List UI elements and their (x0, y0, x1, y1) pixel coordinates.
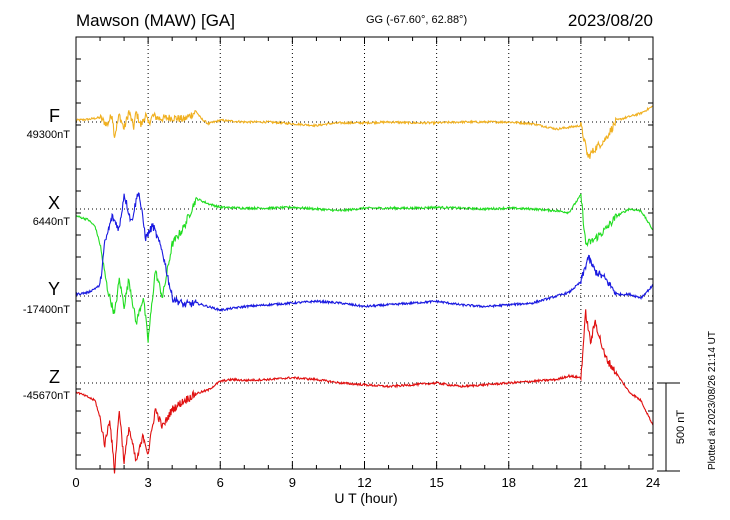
x-tick-label-9: 9 (289, 475, 296, 490)
scale-bar: 500 nT (657, 382, 687, 472)
series-baseline-f: 49300nT (26, 129, 70, 141)
x-tick-labels: 0 3 6 9 12 15 18 21 24 (72, 475, 660, 490)
series-line-x (75, 193, 654, 343)
x-tick-label-3: 3 (145, 475, 152, 490)
series-name-z: Z (49, 367, 60, 387)
x-axis-label: U T (hour) (334, 490, 397, 506)
series-name-y: Y (47, 279, 60, 299)
series-baseline-z: -45670nT (22, 390, 70, 402)
series-name-x: X (47, 193, 60, 213)
plotted-timestamp: Plotted at 2023/08/26 21:14 UT (707, 331, 718, 470)
x-tick-label-0: 0 (72, 475, 79, 490)
data-traces (75, 105, 654, 474)
x-tick-label-15: 15 (429, 475, 443, 490)
date-label: 2023/08/20 (567, 11, 653, 30)
series-baseline-y: -17400nT (22, 304, 70, 316)
station-title: Mawson (MAW) [GA] (76, 11, 235, 30)
x-tick-label-21: 21 (574, 475, 588, 490)
x-tick-label-12: 12 (357, 475, 371, 490)
series-baseline-x: 6440nT (32, 216, 70, 228)
coordinates-label: GG (-67.60°, 62.88°) (366, 14, 468, 26)
series-name-f: F (49, 106, 60, 126)
series-line-y (75, 192, 654, 313)
x-tick-label-18: 18 (502, 475, 516, 490)
series-line-z (75, 309, 654, 474)
scale-bar-label: 500 nT (675, 410, 687, 445)
x-tick-label-6: 6 (217, 475, 224, 490)
axis-ticks (75, 36, 654, 469)
x-tick-label-24: 24 (646, 475, 660, 490)
series-line-f (75, 105, 653, 159)
